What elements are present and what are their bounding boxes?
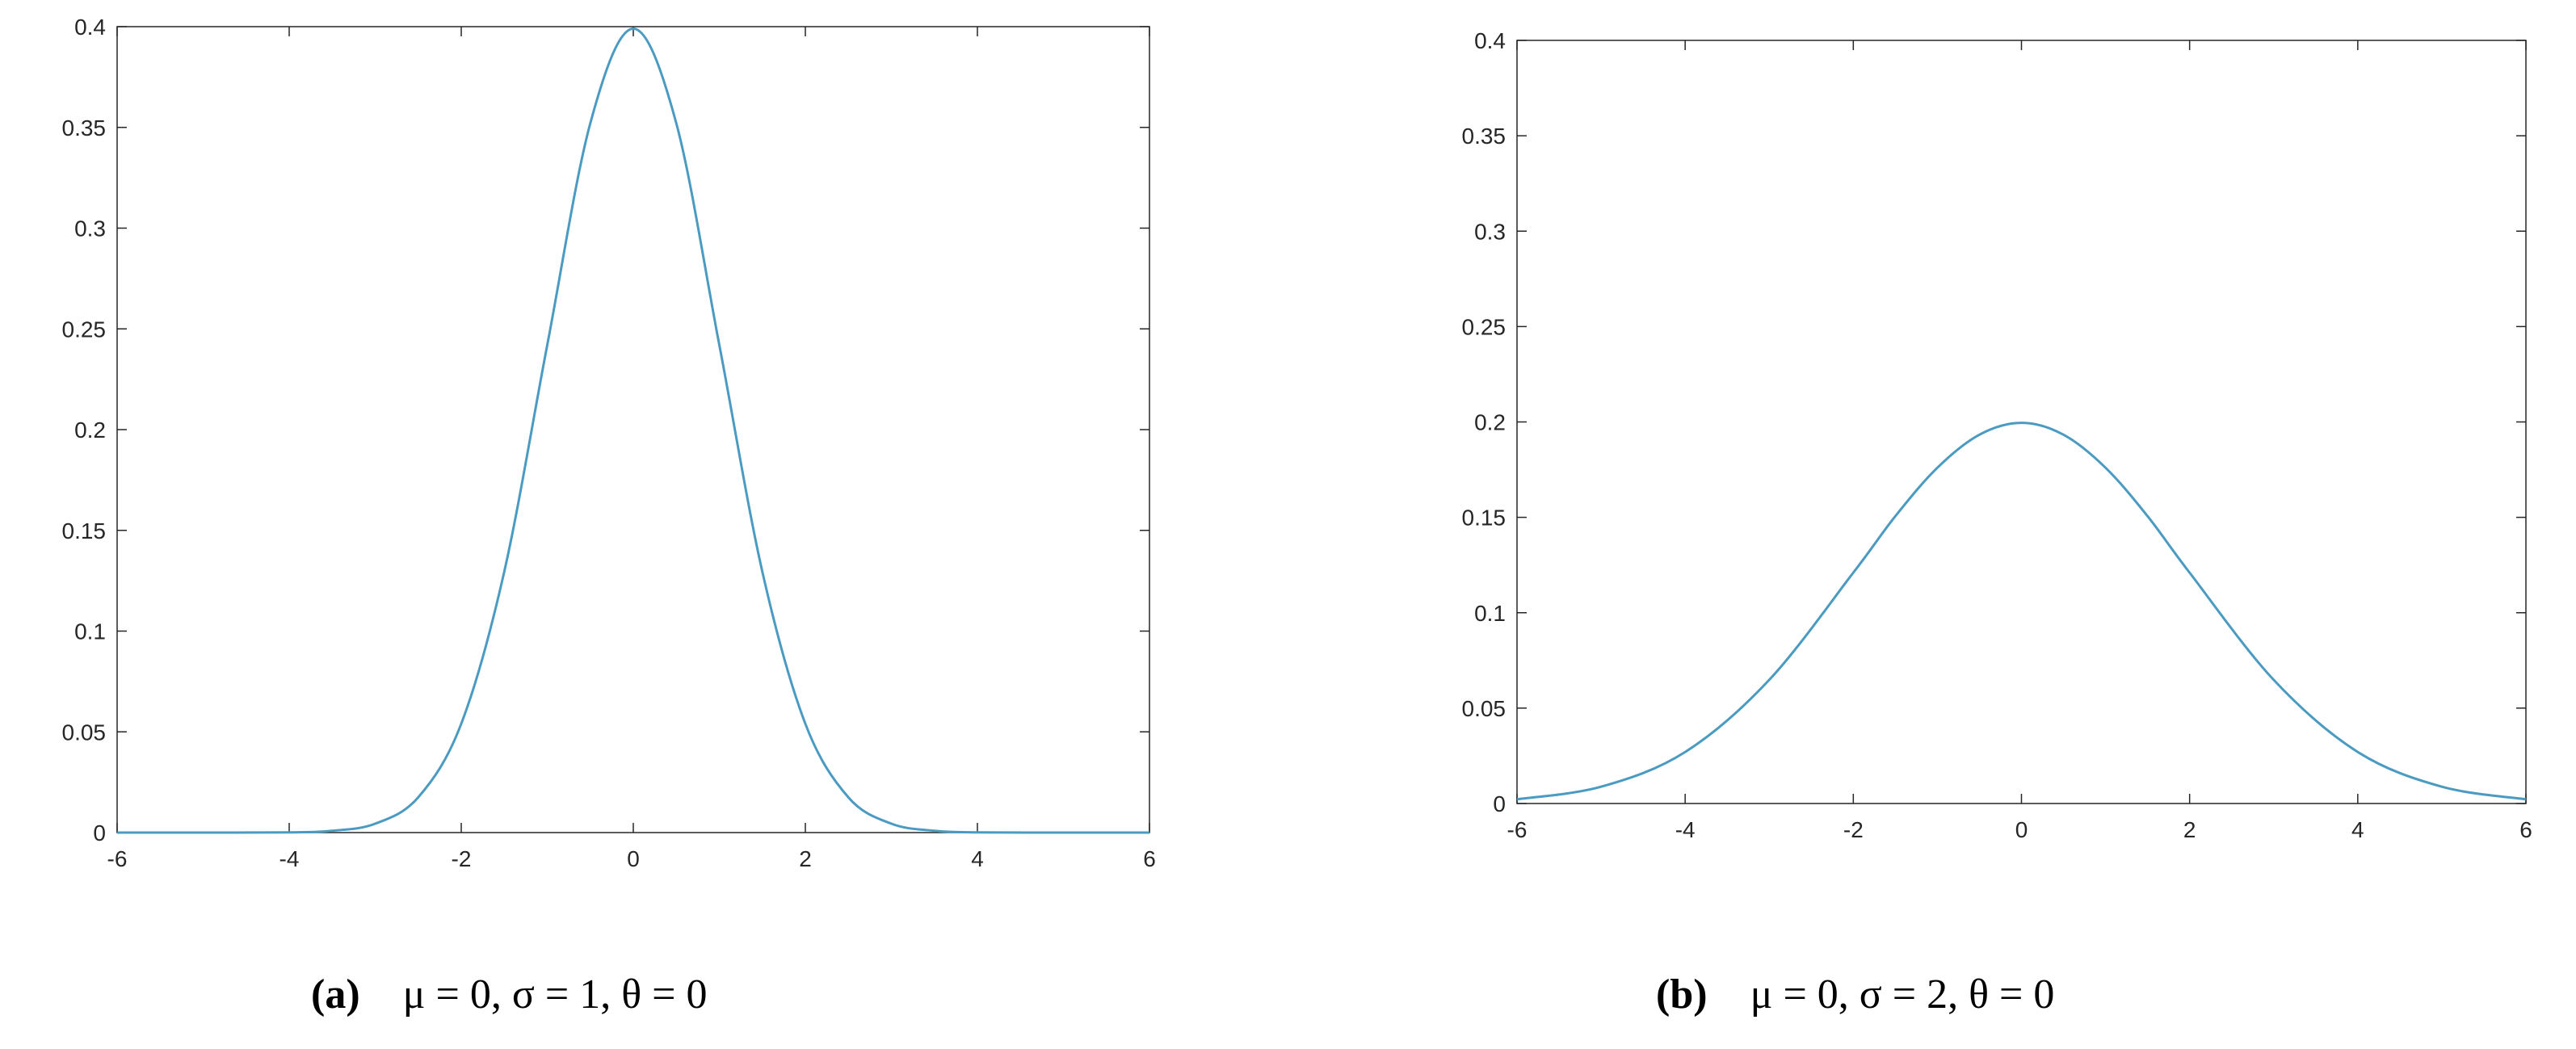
caption-b-label: (b) [1656, 971, 1708, 1018]
x-tick-label-b-2: -2 [1843, 817, 1864, 842]
y-tick-label-a-7: 0.35 [62, 115, 107, 141]
chart-b: -6 -4 -2 0 2 4 6 0 0.05 0.1 0.15 0.2 0.25 0.3 0.35 0.4 [1462, 28, 2532, 842]
x-tick-label-a-6: 6 [1143, 846, 1156, 871]
y-tick-label-a-0: 0 [93, 820, 106, 845]
x-tick-label-b-0: -6 [1507, 817, 1528, 842]
caption-b-params: μ = 0, σ = 2, θ = 0 [1750, 971, 2055, 1018]
y-tick-label-a-5: 0.25 [62, 317, 107, 342]
y-tick-label-b-2: 0.1 [1474, 601, 1506, 626]
y-tick-label-b-6: 0.3 [1474, 219, 1506, 244]
caption-a-label: (a) [311, 971, 360, 1018]
y-tick-label-b-4: 0.2 [1474, 410, 1506, 435]
y-tick-label-b-5: 0.25 [1462, 314, 1507, 339]
y-tick-label-b-3: 0.15 [1462, 506, 1507, 531]
x-tick-label-a-1: -4 [279, 846, 300, 871]
x-tick-label-a-5: 4 [971, 846, 984, 871]
y-tick-label-a-1: 0.05 [62, 720, 107, 745]
y-tick-label-b-1: 0.05 [1462, 696, 1507, 721]
x-tick-label-a-2: -2 [452, 846, 472, 871]
caption-a-params: μ = 0, σ = 1, θ = 0 [403, 971, 708, 1018]
x-tick-label-a-0: -6 [107, 846, 128, 871]
y-tick-label-b-8: 0.4 [1474, 28, 1506, 53]
chart-a: -6 -4 -2 0 2 4 6 0 0.05 0.1 0.15 0.2 0.25 0.3 0.35 0.4 [62, 15, 1156, 871]
x-tick-label-b-3: 0 [2015, 817, 2028, 842]
plot-frame-a [116, 26, 1150, 833]
y-tick-label-a-3: 0.15 [62, 518, 107, 543]
caption-a: (a) μ = 0, σ = 1, θ = 0 [311, 971, 707, 1018]
x-tick-label-b-5: 4 [2351, 817, 2364, 842]
x-tick-label-a-3: 0 [627, 846, 640, 871]
series-line-b-0 [1516, 422, 2527, 801]
caption-b: (b) μ = 0, σ = 2, θ = 0 [1656, 971, 2054, 1018]
y-tick-label-b-7: 0.35 [1462, 124, 1507, 149]
y-tick-label-a-6: 0.3 [74, 216, 106, 241]
y-tick-label-a-4: 0.2 [74, 418, 106, 443]
y-tick-label-a-2: 0.1 [74, 619, 106, 644]
x-tick-label-b-6: 6 [2519, 817, 2532, 842]
y-tick-label-b-0: 0 [1493, 791, 1506, 816]
x-tick-label-b-4: 2 [2183, 817, 2196, 842]
series-line-a-0 [116, 27, 1150, 834]
y-tick-label-a-8: 0.4 [74, 15, 106, 40]
x-tick-label-a-4: 2 [799, 846, 812, 871]
x-tick-label-b-1: -4 [1675, 817, 1696, 842]
